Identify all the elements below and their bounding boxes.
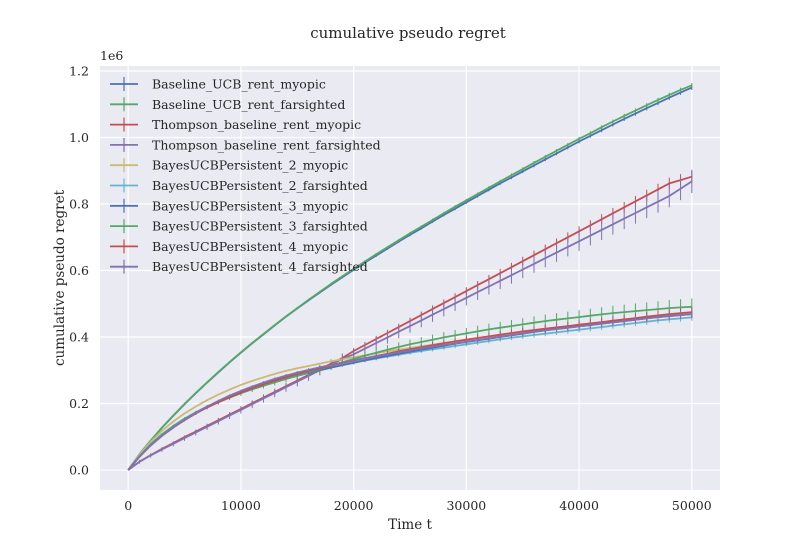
series-Baseline_UCB_rent_farsighted xyxy=(127,82,693,471)
y-tick-label: 0.0 xyxy=(69,463,89,478)
y-axis-label: cumulative pseudo regret xyxy=(52,189,68,366)
legend-label: Thompson_baseline_rent_farsighted xyxy=(152,137,381,152)
y-tick-label: 0.2 xyxy=(69,396,89,411)
series-BayesUCBPersistent_4_farsighted xyxy=(127,310,693,471)
tick-labels: 0 10000 20000 30000 40000 50000 0.0 0.2 0.4 0.6 0.… xyxy=(69,63,712,513)
legend-item: Thompson_baseline_rent_myopic xyxy=(110,117,361,132)
series-layer xyxy=(127,82,693,471)
series-Thompson_baseline_rent_farsighted xyxy=(127,169,693,471)
series-line xyxy=(127,313,692,471)
x-tick-label: 40000 xyxy=(559,498,599,513)
series-line xyxy=(127,180,693,471)
y-tick-label: 0.8 xyxy=(69,197,89,212)
legend-item: BayesUCBPersistent_4_farsighted xyxy=(110,259,368,274)
legend: Baseline_UCB_rent_myopic Baseline_UCB_ren… xyxy=(110,77,381,274)
legend-item: Baseline_UCB_rent_farsighted xyxy=(110,97,345,112)
legend-item: Thompson_baseline_rent_farsighted xyxy=(110,137,381,152)
y-tick-label: 0.4 xyxy=(69,330,89,345)
legend-label: BayesUCBPersistent_3_myopic xyxy=(152,198,348,213)
legend-item: BayesUCBPersistent_3_myopic xyxy=(110,198,348,213)
x-axis-label: Time t xyxy=(388,517,432,533)
y-offset-label: 1e6 xyxy=(100,48,123,63)
legend-item: BayesUCBPersistent_3_farsighted xyxy=(110,219,368,234)
legend-label: Thompson_baseline_rent_myopic xyxy=(152,117,361,132)
x-tick-label: 0 xyxy=(124,498,132,513)
chart-title: cumulative pseudo regret xyxy=(310,24,506,42)
y-tick-label: 0.6 xyxy=(69,263,89,278)
legend-item: BayesUCBPersistent_2_farsighted xyxy=(110,178,368,193)
y-tick-label: 1.0 xyxy=(69,130,89,145)
legend-label: BayesUCBPersistent_2_farsighted xyxy=(152,178,368,193)
plot-area xyxy=(100,66,720,490)
legend-label: BayesUCBPersistent_4_myopic xyxy=(152,239,348,254)
x-tick-label: 50000 xyxy=(672,498,712,513)
grid-lines xyxy=(100,66,720,490)
legend-item: BayesUCBPersistent_2_myopic xyxy=(110,158,348,173)
y-tick-label: 1.2 xyxy=(69,63,89,78)
x-tick-label: 20000 xyxy=(334,498,374,513)
legend-item: Baseline_UCB_rent_myopic xyxy=(110,77,326,92)
legend-label: BayesUCBPersistent_2_myopic xyxy=(152,158,348,173)
x-tick-label: 10000 xyxy=(221,498,261,513)
series-line xyxy=(127,84,693,471)
legend-label: BayesUCBPersistent_4_farsighted xyxy=(152,259,368,274)
legend-item: BayesUCBPersistent_4_myopic xyxy=(110,239,348,254)
legend-label: BayesUCBPersistent_3_farsighted xyxy=(152,219,368,234)
legend-label: Baseline_UCB_rent_farsighted xyxy=(152,97,345,112)
x-tick-label: 30000 xyxy=(446,498,486,513)
legend-label: Baseline_UCB_rent_myopic xyxy=(152,77,326,92)
